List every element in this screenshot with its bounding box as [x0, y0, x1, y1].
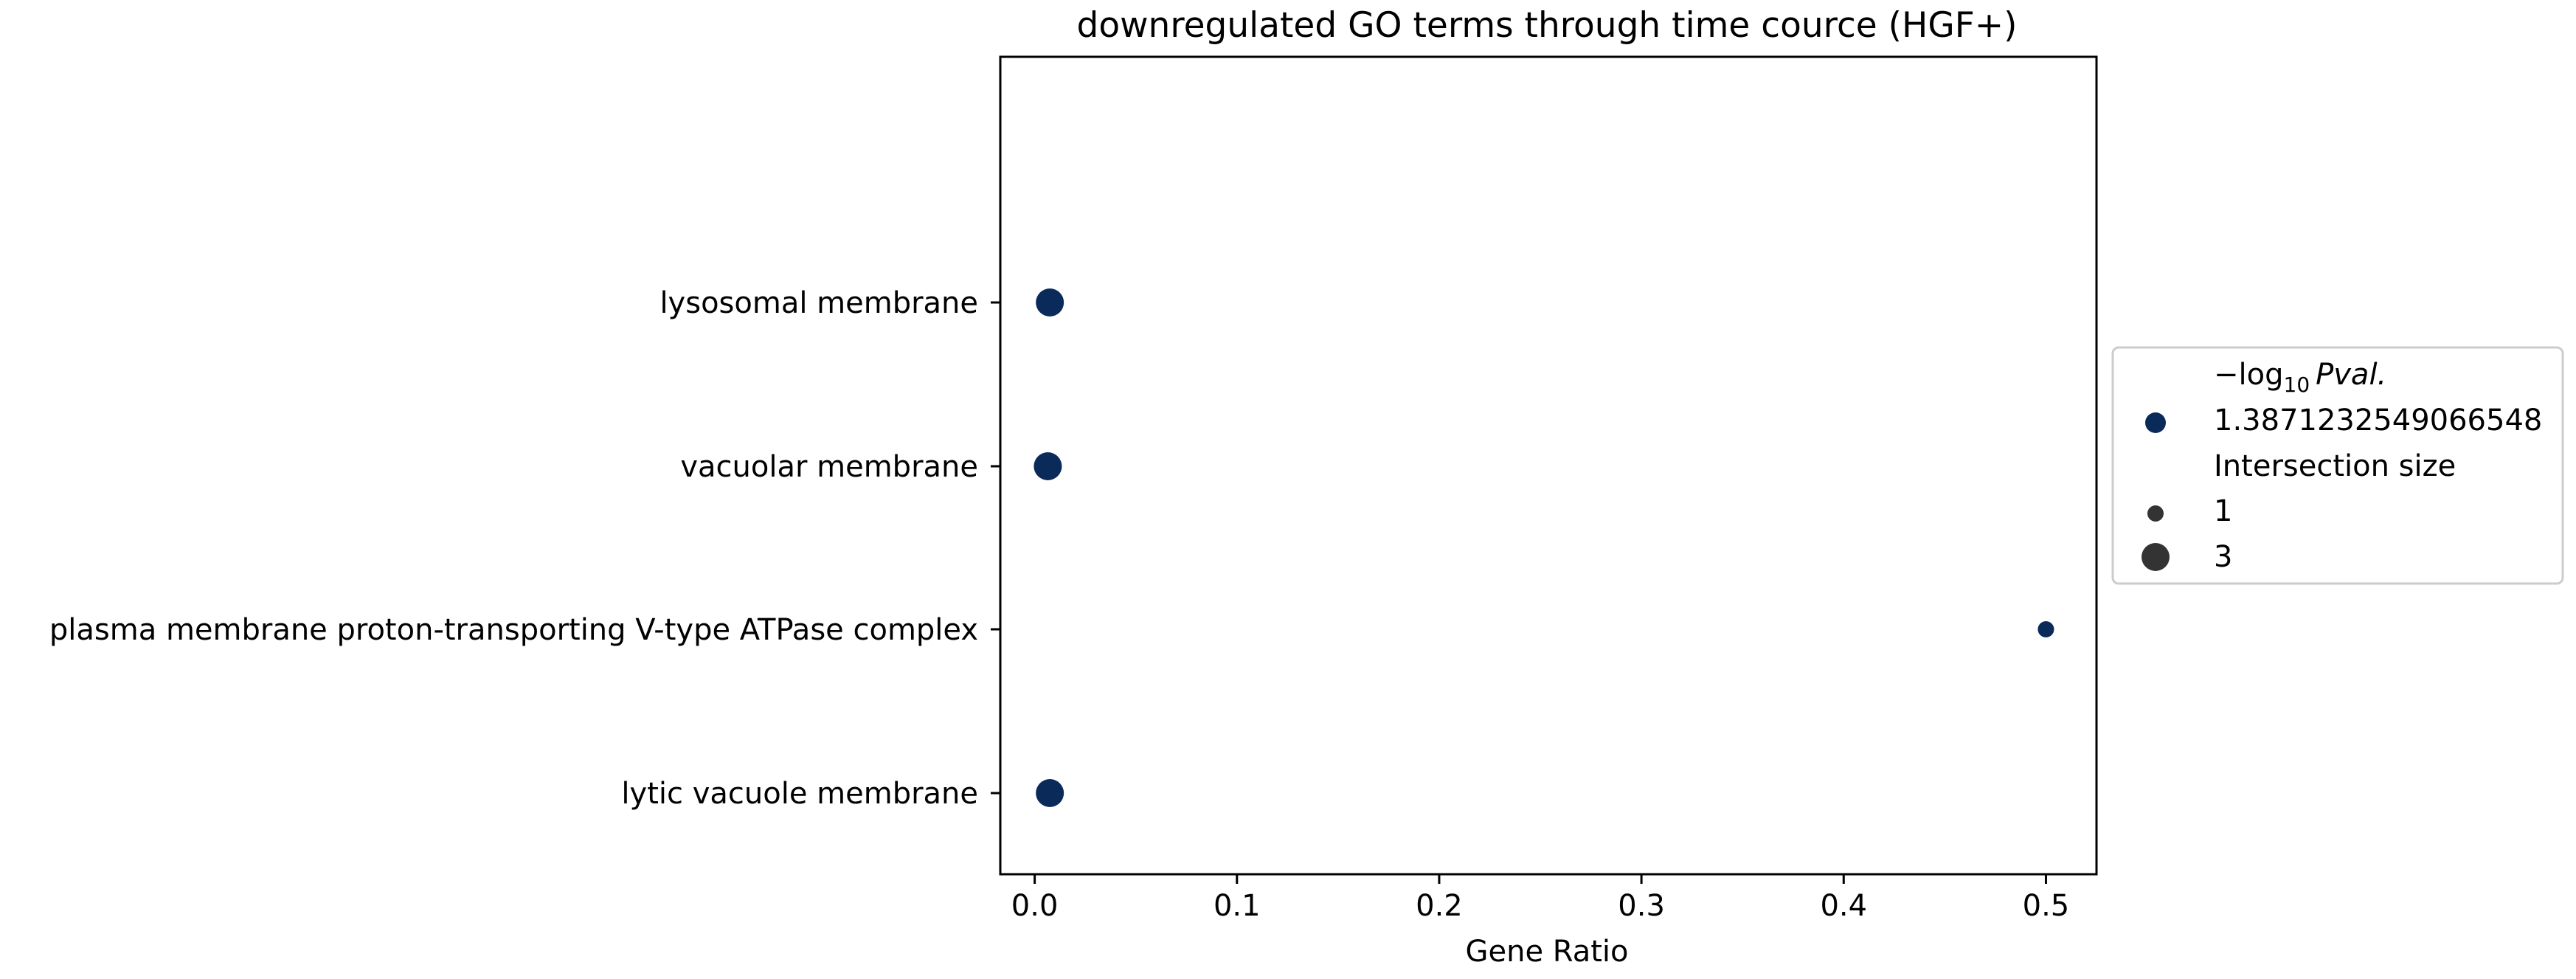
y-axis: lysosomal membrane vacuolar membrane plasm…: [49, 286, 1000, 811]
y-tick-label-lytic-vacuole-membrane: lytic vacuole membrane: [621, 777, 978, 811]
legend-size-marker-small: [2147, 505, 2164, 522]
legend-color-title-suffix: Pval.: [2316, 358, 2386, 392]
data-point-lytic-vacuole-membrane: [1036, 779, 1064, 807]
x-tick-label: 0.3: [1618, 889, 1665, 923]
y-tick-label-lysosomal-membrane: lysosomal membrane: [659, 286, 978, 320]
legend-frame: [2111, 346, 2564, 585]
plot-area-frame: [999, 55, 2098, 876]
y-tick-label-plasma-membrane-proton-transporting-v-type-atpase-complex: plasma membrane proton-transporting V-ty…: [49, 613, 978, 647]
legend-size-entry-large: 3: [2214, 540, 2232, 574]
y-tick-label-vacuolar-membrane: vacuolar membrane: [680, 450, 978, 484]
legend-color-title-prefix: −log: [2214, 358, 2284, 392]
x-tick-label: 0.1: [1213, 889, 1261, 923]
data-points: [1033, 288, 2054, 807]
legend-color-entry: 1.3871232549066548: [2214, 404, 2542, 437]
data-point-plasma-membrane-proton-transporting-v-type-atpase-complex: [2037, 621, 2054, 637]
legend-color-title-subscript: 10: [2284, 373, 2310, 397]
chart-title: downregulated GO terms through time cour…: [1077, 5, 2018, 46]
x-tick-label: 0.2: [1416, 889, 1463, 923]
legend-size-marker-large: [2142, 543, 2170, 571]
x-tick-label: 0.5: [2023, 889, 2070, 923]
legend-color-title: −log10 Pval.: [2214, 358, 2386, 397]
legend-size-entry-small: 1: [2214, 494, 2232, 528]
x-tick-label: 0.4: [1820, 889, 1867, 923]
x-tick-label: 0.0: [1011, 889, 1059, 923]
x-axis-label: Gene Ratio: [1466, 935, 1629, 969]
data-point-lysosomal-membrane: [1036, 288, 1064, 316]
legend: −log10 Pval. 1.3871232549066548 Intersect…: [2111, 346, 2564, 585]
data-point-vacuolar-membrane: [1033, 452, 1062, 480]
legend-size-title: Intersection size: [2214, 449, 2456, 483]
legend-color-marker: [2145, 412, 2166, 433]
x-axis: 0.0 0.1 0.2 0.3 0.4 0.5: [1011, 874, 2069, 923]
